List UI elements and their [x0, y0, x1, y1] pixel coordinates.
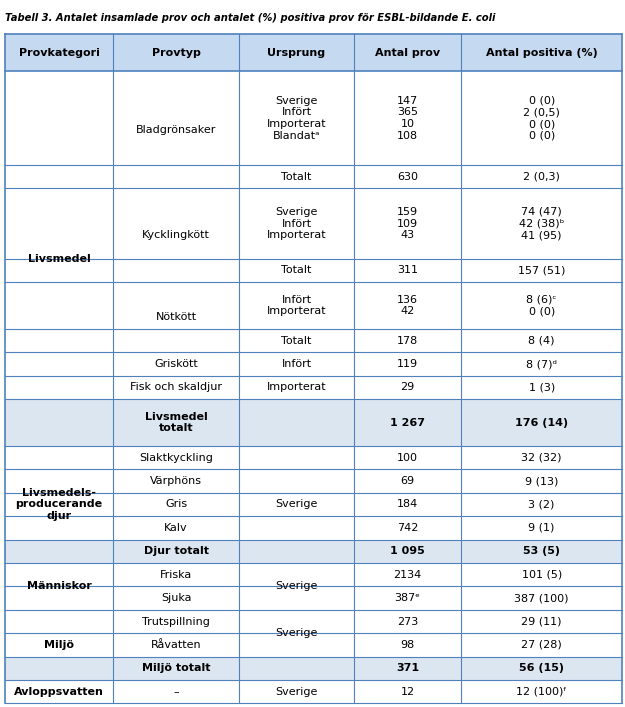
Text: Tabell 3. Antalet insamlade prov och antalet (%) positiva prov för ESBL-bildande: Tabell 3. Antalet insamlade prov och ant…: [5, 13, 496, 23]
Text: Infört
Importerat: Infört Importerat: [267, 295, 326, 316]
Bar: [5, 516, 622, 539]
Bar: [5, 610, 622, 633]
Text: Totalt: Totalt: [281, 172, 312, 182]
Text: 2 (0,3): 2 (0,3): [523, 172, 560, 182]
Text: 184: 184: [397, 499, 418, 510]
Bar: [5, 657, 622, 680]
Text: 157 (51): 157 (51): [518, 265, 566, 276]
Text: 12: 12: [401, 686, 414, 697]
Text: Kalv: Kalv: [164, 523, 188, 533]
Bar: [5, 189, 622, 259]
Text: Slaktkyckling: Slaktkyckling: [139, 452, 213, 462]
Text: Nötkött: Nötkött: [156, 312, 197, 322]
Text: 27 (28): 27 (28): [521, 640, 562, 650]
Text: 100: 100: [397, 452, 418, 462]
Text: 119: 119: [397, 359, 418, 369]
Text: Värphöns: Värphöns: [150, 476, 202, 486]
Text: Sverige: Sverige: [275, 581, 318, 592]
Text: 387ᵉ: 387ᵉ: [394, 593, 421, 603]
Text: Fisk och skaldjur: Fisk och skaldjur: [130, 382, 222, 392]
Text: Miljö: Miljö: [44, 640, 74, 650]
Bar: [5, 34, 622, 71]
Bar: [5, 165, 622, 189]
Bar: [5, 563, 622, 586]
Text: Livsmedel
totalt: Livsmedel totalt: [145, 411, 208, 433]
Bar: [5, 399, 622, 446]
Text: Sjuka: Sjuka: [161, 593, 191, 603]
Bar: [5, 446, 622, 469]
Bar: [5, 586, 622, 610]
Text: 56 (15): 56 (15): [519, 663, 564, 673]
Text: Totalt: Totalt: [281, 265, 312, 276]
Text: Sverige
Infört
Importerat
Blandatᵃ: Sverige Infört Importerat Blandatᵃ: [267, 96, 326, 141]
Bar: [5, 539, 622, 563]
Text: Provtyp: Provtyp: [152, 47, 201, 58]
Text: Livsmedels-
producerande
djur: Livsmedels- producerande djur: [16, 488, 103, 521]
Text: Livsmedel: Livsmedel: [28, 254, 91, 264]
Text: 9 (1): 9 (1): [529, 523, 555, 533]
Bar: [5, 375, 622, 399]
Text: 147
365
10
108: 147 365 10 108: [397, 96, 418, 141]
Text: 630: 630: [397, 172, 418, 182]
Text: Sverige: Sverige: [275, 686, 318, 697]
Bar: [5, 352, 622, 375]
Bar: [5, 71, 622, 165]
Text: Miljö totalt: Miljö totalt: [142, 663, 211, 673]
Bar: [5, 680, 622, 703]
Text: Antal prov: Antal prov: [375, 47, 440, 58]
Text: 69: 69: [401, 476, 414, 486]
Text: 9 (13): 9 (13): [525, 476, 558, 486]
Text: 1 (3): 1 (3): [529, 382, 555, 392]
Text: Bladgrönsaker: Bladgrönsaker: [136, 125, 216, 135]
Text: 32 (32): 32 (32): [521, 452, 562, 462]
Text: 74 (47)
42 (38)ᵇ
41 (95): 74 (47) 42 (38)ᵇ 41 (95): [519, 207, 564, 240]
Text: 136
42: 136 42: [397, 295, 418, 316]
Text: Människor: Människor: [26, 581, 91, 592]
Text: Kycklingkött: Kycklingkött: [142, 230, 210, 240]
Bar: [5, 493, 622, 516]
Text: 3 (2): 3 (2): [529, 499, 555, 510]
Text: Ursprung: Ursprung: [268, 47, 326, 58]
Text: Avloppsvatten: Avloppsvatten: [14, 686, 104, 697]
Bar: [5, 282, 622, 329]
Text: 273: 273: [397, 617, 418, 626]
Text: 98: 98: [401, 640, 414, 650]
Bar: [5, 259, 622, 282]
Text: 742: 742: [397, 523, 418, 533]
Bar: [5, 329, 622, 352]
Text: 1 267: 1 267: [390, 418, 425, 428]
Text: Råvatten: Råvatten: [151, 640, 201, 650]
Text: Trutspillning: Trutspillning: [142, 617, 210, 626]
Text: Totalt: Totalt: [281, 336, 312, 346]
Text: 29: 29: [401, 382, 414, 392]
Text: Gris: Gris: [165, 499, 188, 510]
Text: 1 095: 1 095: [390, 547, 425, 556]
Text: Griskött: Griskött: [154, 359, 198, 369]
Text: Friska: Friska: [160, 570, 192, 580]
Text: 29 (11): 29 (11): [521, 617, 562, 626]
Text: 8 (6)ᶜ
0 (0): 8 (6)ᶜ 0 (0): [526, 295, 557, 316]
Text: 2134: 2134: [393, 570, 422, 580]
Text: 178: 178: [397, 336, 418, 346]
Text: 12 (100)ᶠ: 12 (100)ᶠ: [516, 686, 567, 697]
Text: Sverige: Sverige: [275, 629, 318, 638]
Text: Djur totalt: Djur totalt: [144, 547, 209, 556]
Text: Importerat: Importerat: [267, 382, 326, 392]
Text: 8 (7)ᵈ: 8 (7)ᵈ: [526, 359, 557, 369]
Text: 176 (14): 176 (14): [515, 418, 568, 428]
Text: Provkategori: Provkategori: [19, 47, 99, 58]
Text: Infört: Infört: [281, 359, 311, 369]
Text: 53 (5): 53 (5): [523, 547, 560, 556]
Text: 387 (100): 387 (100): [514, 593, 569, 603]
Text: –: –: [173, 686, 179, 697]
Text: 159
109
43: 159 109 43: [397, 207, 418, 240]
Text: 311: 311: [397, 265, 418, 276]
Text: 371: 371: [396, 663, 419, 673]
Text: 0 (0)
2 (0,5)
0 (0)
0 (0): 0 (0) 2 (0,5) 0 (0) 0 (0): [523, 96, 560, 141]
Text: Sverige
Infört
Importerat: Sverige Infört Importerat: [267, 207, 326, 240]
Text: Sverige: Sverige: [275, 499, 318, 510]
Text: Antal positiva (%): Antal positiva (%): [486, 47, 598, 58]
Text: 8 (4): 8 (4): [528, 336, 555, 346]
Bar: [5, 469, 622, 493]
Bar: [5, 633, 622, 657]
